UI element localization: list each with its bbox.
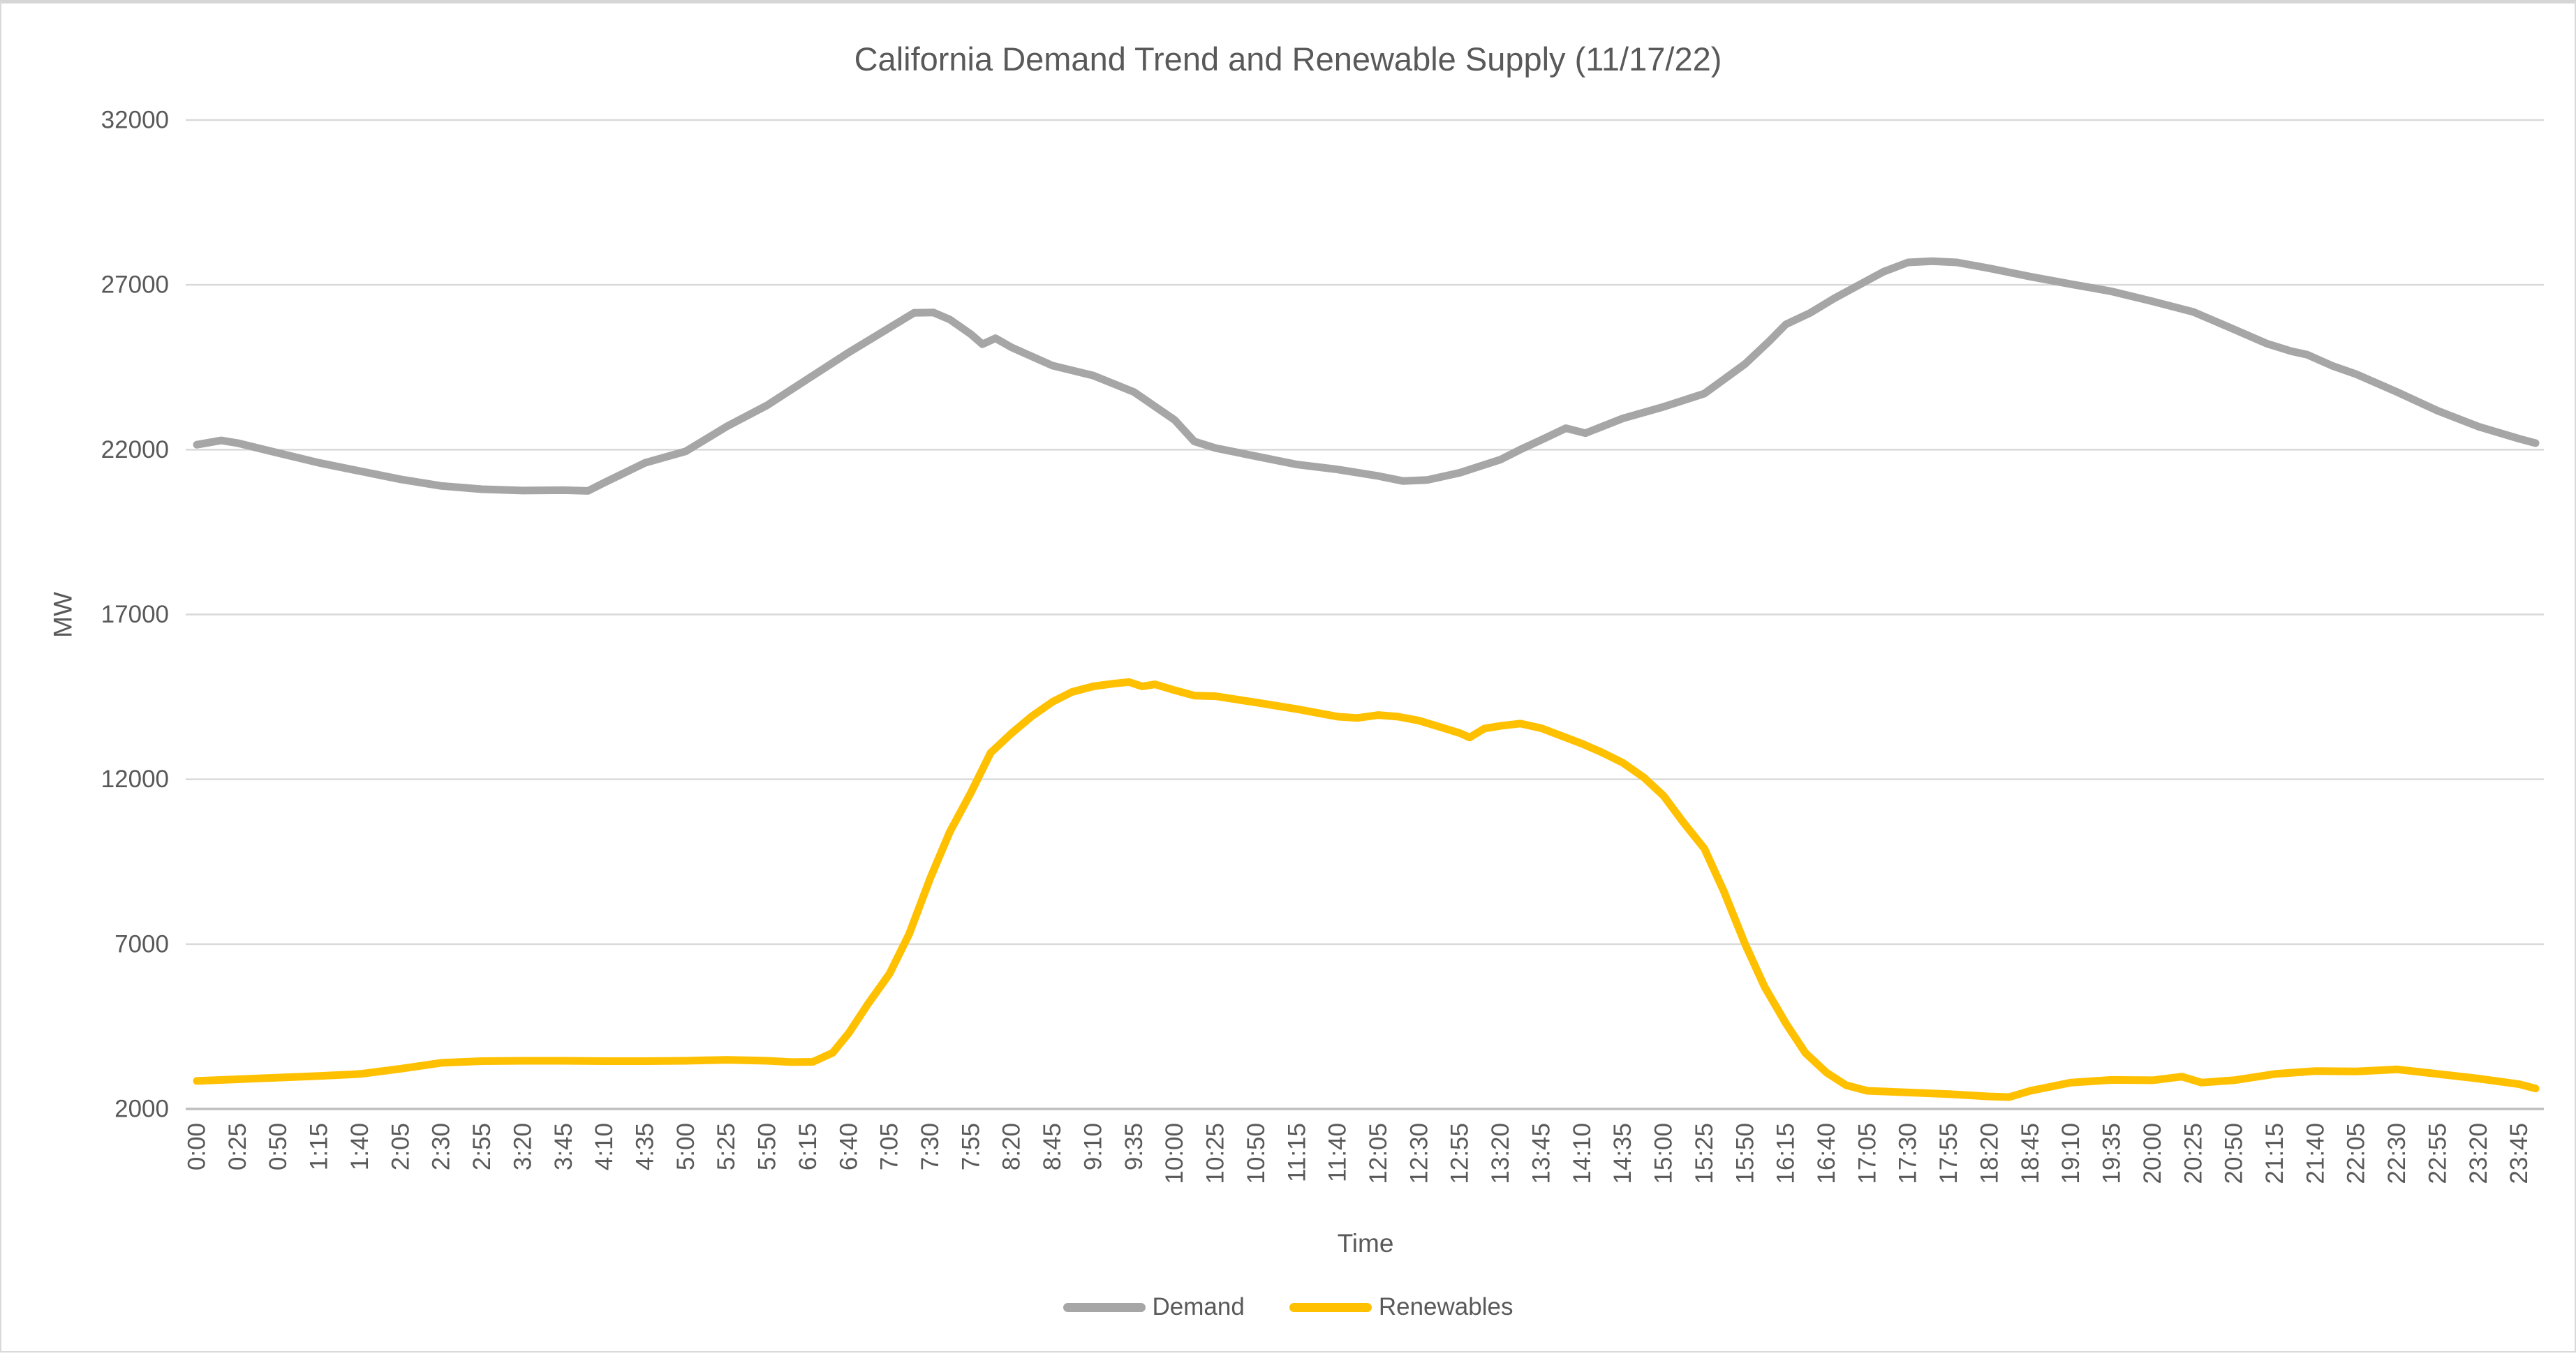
x-tick-label: 6:40: [835, 1123, 862, 1170]
x-tick-label: 0:25: [224, 1123, 251, 1170]
x-tick-label: 0:00: [184, 1123, 211, 1170]
x-tick-label: 13:45: [1527, 1123, 1555, 1184]
x-tick-label: 7:55: [957, 1123, 984, 1170]
x-tick-label: 22:55: [2424, 1123, 2451, 1184]
x-tick-label: 14:35: [1609, 1123, 1636, 1184]
legend-label-demand: Demand: [1152, 1293, 1245, 1320]
legend: Demand Renewables: [1, 1293, 2575, 1321]
x-tick-label: 9:10: [1079, 1123, 1106, 1170]
x-tick-label: 12:05: [1365, 1123, 1392, 1184]
x-tick-label: 11:15: [1283, 1123, 1310, 1182]
x-tick-label: 23:20: [2465, 1123, 2492, 1184]
x-tick-label: 10:00: [1161, 1123, 1188, 1184]
x-tick-label: 11:40: [1324, 1123, 1352, 1182]
demand-line: [193, 257, 2540, 495]
x-tick-label: 10:50: [1243, 1123, 1270, 1184]
x-tick-label: 22:30: [2383, 1123, 2411, 1184]
y-tick-label: 12000: [101, 766, 169, 793]
x-tick-label: 21:40: [2302, 1123, 2329, 1184]
x-tick-label: 4:10: [591, 1123, 618, 1170]
x-tick-label: 20:00: [2139, 1123, 2166, 1184]
y-tick-label: 22000: [101, 436, 169, 463]
x-tick-label: 16:15: [1772, 1123, 1800, 1184]
x-tick-label: 18:45: [2017, 1123, 2044, 1184]
x-tick-label: 21:15: [2261, 1123, 2288, 1184]
x-tick-label: 15:00: [1650, 1123, 1678, 1184]
renewables-line-swatch: [1289, 1302, 1372, 1312]
x-tick-label: 12:55: [1446, 1123, 1474, 1184]
renewables-line: [193, 678, 2540, 1101]
y-tick-label: 2000: [114, 1096, 169, 1123]
x-tick-label: 17:30: [1895, 1123, 1922, 1184]
y-tick-label: 7000: [114, 930, 169, 958]
x-tick-label: 10:25: [1202, 1123, 1229, 1184]
x-tick-label: 19:10: [2057, 1123, 2085, 1184]
x-tick-label: 5:00: [672, 1123, 699, 1170]
x-tick-label: 0:50: [265, 1123, 292, 1170]
legend-item-demand: Demand: [1063, 1293, 1245, 1321]
x-tick-label: 5:25: [713, 1123, 740, 1170]
legend-label-renewables: Renewables: [1378, 1293, 1513, 1320]
x-tick-label: 15:50: [1731, 1123, 1759, 1184]
legend-item-renewables: Renewables: [1289, 1293, 1513, 1321]
x-tick-label: 17:55: [1935, 1123, 1962, 1184]
x-tick-label: 18:20: [1976, 1123, 2003, 1184]
x-tick-label: 12:30: [1405, 1123, 1433, 1184]
y-tick-label: 32000: [101, 107, 169, 134]
x-tick-label: 8:45: [1039, 1123, 1066, 1170]
x-tick-label: 3:45: [550, 1123, 577, 1170]
chart-title: California Demand Trend and Renewable Su…: [854, 40, 1722, 77]
x-tick-label: 19:35: [2098, 1123, 2126, 1184]
x-tick-label: 7:05: [876, 1123, 903, 1170]
x-tick-label: 1:40: [346, 1123, 373, 1170]
x-tick-label: 1:15: [306, 1123, 333, 1170]
x-tick-label: 9:35: [1120, 1123, 1148, 1170]
x-tick-label: 7:30: [917, 1123, 944, 1170]
x-tick-label: 16:40: [1813, 1123, 1840, 1184]
x-tick-label: 17:05: [1853, 1123, 1881, 1184]
x-tick-label: 8:20: [998, 1123, 1026, 1170]
x-tick-label: 20:25: [2179, 1123, 2207, 1184]
x-tick-label: 14:10: [1569, 1123, 1596, 1184]
x-tick-label: 4:35: [631, 1123, 658, 1170]
x-tick-label: 2:30: [428, 1123, 455, 1170]
x-tick-label: 20:50: [2221, 1123, 2248, 1184]
chart-canvas: 32000 27000 22000 17000 12000 7000 2000 0:00 0:2…: [49, 107, 2544, 1184]
x-tick-label: 2:55: [468, 1123, 496, 1170]
x-tick-label: 3:20: [509, 1123, 536, 1170]
x-tick-label: 2:05: [387, 1123, 414, 1170]
x-tick-label: 23:45: [2505, 1123, 2533, 1184]
x-tick-label: 5:50: [754, 1123, 781, 1170]
x-tick-label: 13:20: [1487, 1123, 1514, 1184]
demand-line-swatch: [1063, 1302, 1146, 1312]
x-tick-label: 15:25: [1691, 1123, 1718, 1184]
x-tick-label: 6:15: [794, 1123, 822, 1170]
x-tick-label: 22:05: [2343, 1123, 2370, 1184]
y-tick-label: 27000: [101, 271, 169, 299]
x-axis-title: Time: [1337, 1229, 1394, 1258]
y-tick-label: 17000: [101, 601, 169, 628]
y-axis-title: MW: [49, 592, 77, 638]
